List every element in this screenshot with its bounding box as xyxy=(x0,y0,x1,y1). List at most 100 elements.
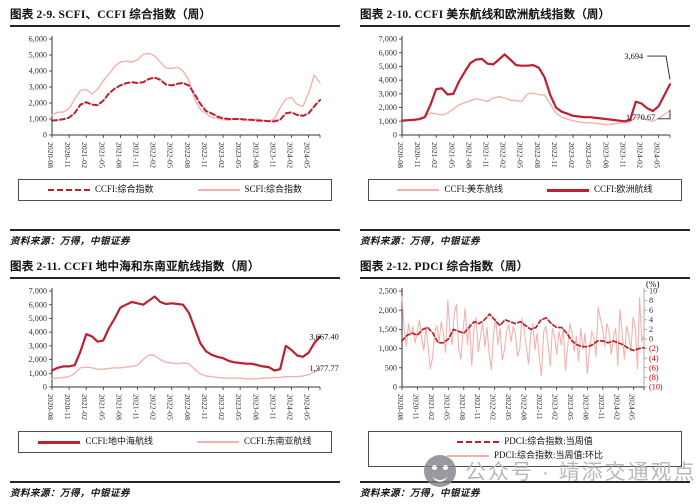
svg-text:3,667.40: 3,667.40 xyxy=(309,333,338,342)
source-text: 资料来源：万得，中银证券 xyxy=(360,237,481,247)
svg-text:2023-11: 2023-11 xyxy=(597,394,606,420)
svg-text:6,000: 6,000 xyxy=(379,49,397,58)
legend-item: CCFI:欧洲航线 xyxy=(547,184,653,196)
legend-item: CCFI:美东航线 xyxy=(397,184,503,196)
chart-title: 图表 2-10. CCFI 美东航线和欧洲航线指数（周） xyxy=(360,8,690,28)
panel-ccfi-useast-europe: 图表 2-10. CCFI 美东航线和欧洲航线指数（周） 7,000 6,000 5… xyxy=(350,0,700,252)
svg-text:500: 500 xyxy=(385,364,397,373)
svg-text:7,000: 7,000 xyxy=(29,287,47,296)
svg-text:2024-05: 2024-05 xyxy=(628,394,637,420)
svg-text:2020-11: 2020-11 xyxy=(63,394,72,420)
svg-text:2021-11: 2021-11 xyxy=(132,142,141,168)
svg-text:(8): (8) xyxy=(649,373,659,382)
svg-text:2023-08: 2023-08 xyxy=(251,142,260,168)
legend-label: PDCI:综合指数:当周值 xyxy=(504,436,593,447)
source-text: 资料来源：万得，中银证券 xyxy=(360,489,481,499)
svg-text:2022-02: 2022-02 xyxy=(149,394,158,420)
svg-text:7,000: 7,000 xyxy=(379,35,397,44)
svg-text:2022-05: 2022-05 xyxy=(166,142,175,168)
svg-text:2021-08: 2021-08 xyxy=(114,394,123,420)
legend-item: PDCI:综合指数:当周值 xyxy=(457,436,593,448)
svg-text:2023-05: 2023-05 xyxy=(234,394,243,420)
svg-text:2021-02: 2021-02 xyxy=(430,142,439,168)
svg-text:2022-11: 2022-11 xyxy=(200,142,209,168)
source-footer: 资料来源：万得，中银证券 xyxy=(360,478,690,499)
svg-text:2023-05: 2023-05 xyxy=(584,142,593,168)
svg-text:1,000: 1,000 xyxy=(29,369,47,378)
legend-item: CCFI:综合指数 xyxy=(47,184,154,196)
svg-text:5,000: 5,000 xyxy=(29,314,47,323)
svg-text:2022-08: 2022-08 xyxy=(183,394,192,420)
svg-text:5,000: 5,000 xyxy=(29,51,47,60)
svg-text:2,000: 2,000 xyxy=(29,356,47,365)
legend-line-sample xyxy=(457,441,500,444)
source-footer: 资料来源：万得，中银证券 xyxy=(360,226,690,247)
svg-text:0: 0 xyxy=(649,335,653,344)
line-chart: 2,500 2,000 1,500 1,000 500 0 10 8 6 4 2 0 (2) (4) (6)… xyxy=(360,281,690,431)
svg-text:2023-08: 2023-08 xyxy=(601,142,610,168)
legend-label: PDCI:综合指数:当周值:环比 xyxy=(493,450,603,461)
wechat-account-icon xyxy=(424,455,456,487)
legend-label: CCFI:地中海航线 xyxy=(85,436,153,447)
svg-text:4,000: 4,000 xyxy=(29,67,47,76)
svg-text:2021-11: 2021-11 xyxy=(473,394,482,420)
svg-text:0: 0 xyxy=(43,383,47,392)
source-footer: 资料来源：万得，中银证券 xyxy=(10,226,340,247)
legend-line-sample xyxy=(446,454,489,457)
svg-text:2020-08: 2020-08 xyxy=(46,142,55,168)
svg-text:1,000: 1,000 xyxy=(379,117,397,126)
svg-text:1,770.67: 1,770.67 xyxy=(626,114,655,123)
svg-text:2021-08: 2021-08 xyxy=(464,142,473,168)
divider xyxy=(360,229,690,231)
watermark: 公众号 · 靖添交通观点 xyxy=(424,455,697,487)
svg-text:3,000: 3,000 xyxy=(29,83,47,92)
svg-text:2022-08: 2022-08 xyxy=(183,142,192,168)
chart-title: 图表 2-12. PDCI 综合指数（周） xyxy=(360,260,690,280)
svg-text:2021-11: 2021-11 xyxy=(132,394,141,420)
legend-item: PDCI:综合指数:当周值:环比 xyxy=(446,450,603,462)
svg-text:2021-05: 2021-05 xyxy=(97,394,106,420)
svg-text:2023-02: 2023-02 xyxy=(217,142,226,168)
panel-ccfi-med-seasia: 图表 2-11. CCFI 地中海和东南亚航线指数（周） 7,000 6,000 5… xyxy=(0,252,350,504)
svg-text:2024-02: 2024-02 xyxy=(635,142,644,168)
svg-text:2024-02: 2024-02 xyxy=(285,142,294,168)
svg-text:4,000: 4,000 xyxy=(379,76,397,85)
chart-title: 图表 2-11. CCFI 地中海和东南亚航线指数（周） xyxy=(10,260,340,280)
line-chart: 7,000 6,000 5,000 4,000 3,000 2,000 1,000 0 2020… xyxy=(360,29,690,179)
svg-text:2021-05: 2021-05 xyxy=(442,394,451,420)
legend-item: SCFI:综合指数 xyxy=(197,184,302,196)
svg-text:2022-08: 2022-08 xyxy=(533,142,542,168)
svg-text:2021-11: 2021-11 xyxy=(482,142,491,168)
svg-text:0: 0 xyxy=(393,131,397,140)
legend-item: CCFI:地中海航线 xyxy=(38,436,153,448)
chart-legend: PDCI:综合指数:当周值 PDCI:综合指数:当周值:环比 xyxy=(368,431,682,467)
source-text: 资料来源：万得，中银证券 xyxy=(10,489,131,499)
line-chart: 6,000 5,000 4,000 3,000 2,000 1,000 0 2020-08 20… xyxy=(10,29,340,179)
legend-line-sample xyxy=(197,441,239,444)
svg-text:2022-02: 2022-02 xyxy=(499,142,508,168)
svg-text:6: 6 xyxy=(649,306,653,315)
svg-text:4,000: 4,000 xyxy=(29,328,47,337)
svg-text:2023-02: 2023-02 xyxy=(217,394,226,420)
legend-line-sample xyxy=(547,188,589,192)
svg-text:6,000: 6,000 xyxy=(29,301,47,310)
divider xyxy=(10,481,340,483)
svg-text:0: 0 xyxy=(43,131,47,140)
chart-legend: CCFI:美东航线 CCFI:欧洲航线 xyxy=(368,179,682,202)
svg-text:3,000: 3,000 xyxy=(29,342,47,351)
svg-text:2,000: 2,000 xyxy=(379,104,397,113)
svg-text:(10): (10) xyxy=(649,383,663,392)
svg-text:1,000: 1,000 xyxy=(29,115,47,124)
svg-text:2023-05: 2023-05 xyxy=(234,142,243,168)
divider xyxy=(10,229,340,231)
svg-text:2022-11: 2022-11 xyxy=(200,394,209,420)
svg-text:2022-05: 2022-05 xyxy=(166,394,175,420)
svg-text:2024-05: 2024-05 xyxy=(303,394,312,420)
legend-line-sample xyxy=(38,440,81,444)
source-text: 资料来源：万得，中银证券 xyxy=(10,237,131,247)
svg-text:2022-05: 2022-05 xyxy=(504,394,513,420)
svg-text:2022-05: 2022-05 xyxy=(516,142,525,168)
chart-title: 图表 2-9. SCFI、CCFI 综合指数（周） xyxy=(10,8,340,28)
legend-label: CCFI:欧洲航线 xyxy=(594,184,653,195)
